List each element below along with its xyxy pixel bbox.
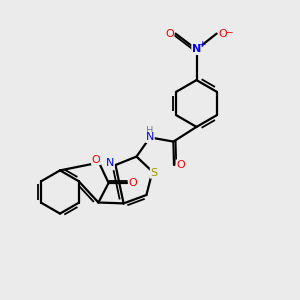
Text: +: + [198,40,205,49]
Text: S: S [150,168,158,178]
Text: O: O [165,28,174,39]
Text: O: O [92,154,100,165]
Text: O: O [129,178,138,188]
Text: N: N [106,158,114,168]
Text: H: H [146,126,154,136]
Text: −: − [225,28,234,38]
Text: N: N [146,132,154,142]
Text: O: O [176,160,185,170]
Text: O: O [219,28,228,39]
Text: N: N [192,44,201,55]
